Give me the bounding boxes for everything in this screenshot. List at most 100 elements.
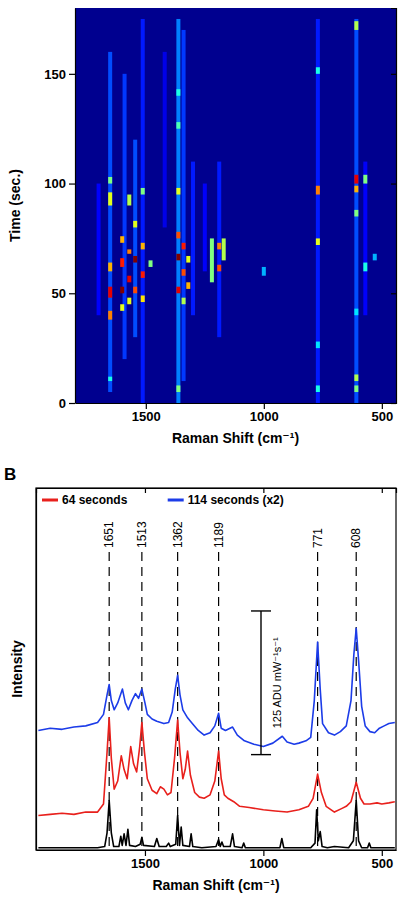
heatmap-cell [127,298,131,305]
panel-a: 15001000500050100150Raman Shift (cm⁻¹)Ti… [7,8,397,446]
heatmap-cell [354,210,358,217]
tick-mark [146,403,147,409]
heatmap-cell [141,243,145,250]
figure: 15001000500050100150Raman Shift (cm⁻¹)Ti… [0,0,402,903]
tick: 500 [371,403,393,424]
heatmap-cell [108,311,112,320]
heatmap-cell [316,19,320,403]
peak-label: 1189 [212,522,226,548]
heatmap-cell [149,260,153,267]
tick-mark [391,74,396,75]
heatmap-cell [182,30,186,381]
heatmap-cell [354,385,358,392]
heatmap-cell [217,162,221,338]
heatmap-cell [163,52,167,228]
tick-mark [264,403,265,409]
spectrum-line [38,628,394,746]
tick [391,74,396,75]
heatmap-cell [363,263,367,272]
peak-label: 771 [311,528,325,548]
y-axis-title: Intensity [9,640,25,698]
heatmap-cell [176,287,180,294]
spectrum-line [38,718,394,816]
heatmap-cell [127,195,131,206]
tick-label: 150 [44,66,66,81]
heatmap-cell [373,254,377,261]
tick [382,488,383,493]
heatmap-cell [141,295,145,302]
tick: 1500 [132,403,161,424]
heatmap-cell [120,258,124,267]
tick-label: 1000 [249,856,278,871]
heatmap-cell [363,162,367,316]
tick: 100 [44,176,75,191]
tick: 1000 [249,850,278,871]
heatmap-cell [120,304,124,311]
peak-guide [317,552,318,848]
heatmap-cell [217,265,221,272]
heatmap-cell [176,89,180,96]
heatmap-cell [354,19,358,403]
tick-label: 500 [371,409,393,424]
legend-swatch [42,499,58,502]
heatmap-cell [354,21,358,30]
heatmap-cell [176,19,180,403]
tick-mark [263,850,264,856]
heatmap-cell [217,243,221,250]
tick-mark [382,488,383,493]
scale-bar-label: 125 ADU mW⁻¹s⁻¹ [271,637,283,728]
heatmap-cell [133,140,137,338]
axis-line [76,403,397,404]
tick-mark [391,293,396,294]
peak-label: 608 [349,528,363,548]
heatmap-cell [210,238,214,282]
heatmap-cell [133,287,137,294]
legend-label: 114 seconds (x2) [188,493,284,507]
spectrum-line [38,801,394,848]
panel-label: B [4,465,16,484]
tick-mark [382,403,383,409]
heatmap-cell [316,342,320,349]
heatmap-cell [141,188,145,195]
y-axis [36,489,37,851]
axis-line [37,850,397,851]
heatmap-cell [182,269,186,276]
heatmap-cell [108,263,112,272]
heatmap-cell [108,177,112,184]
scale-bar-cap [251,610,271,611]
tick-mark [69,74,75,75]
heatmap-cell [127,249,131,253]
tick-mark [69,183,75,184]
tick: 500 [371,850,393,871]
legend-item: 114 seconds (x2) [168,493,284,507]
heatmap-cell [108,287,112,298]
x-axis-title: Raman Shift (cm⁻¹) [152,877,279,893]
tick [391,403,396,404]
scale-bar-cap [251,754,271,755]
heatmap-cell [141,19,145,403]
scale-bar [251,611,271,755]
legend: 64 seconds 114 seconds (x2) [42,493,284,507]
peak-label: 1513 [135,521,149,548]
tick-mark [69,293,75,294]
peak-label: 1362 [171,521,185,548]
tick [263,488,264,493]
tick-mark [145,850,146,856]
heatmap-cell [108,52,112,392]
peak-guide [177,552,178,848]
tick: 50 [52,286,75,301]
peak-label: 1651 [102,521,116,548]
tick: 0 [59,396,75,411]
tick-label: 1500 [132,409,161,424]
tick-mark [391,183,396,184]
plot-frame [36,488,396,850]
heatmap-cell [316,385,320,392]
x-axis: 1500 1000 500 [37,850,397,871]
heatmap-cell [316,67,320,74]
legend-item: 64 seconds [42,493,128,507]
heatmap-plot [75,8,396,403]
tick: 1500 [131,850,160,871]
heatmap-cell [108,192,112,205]
heatmap-cell [262,267,266,276]
heatmap-cell [176,188,180,195]
